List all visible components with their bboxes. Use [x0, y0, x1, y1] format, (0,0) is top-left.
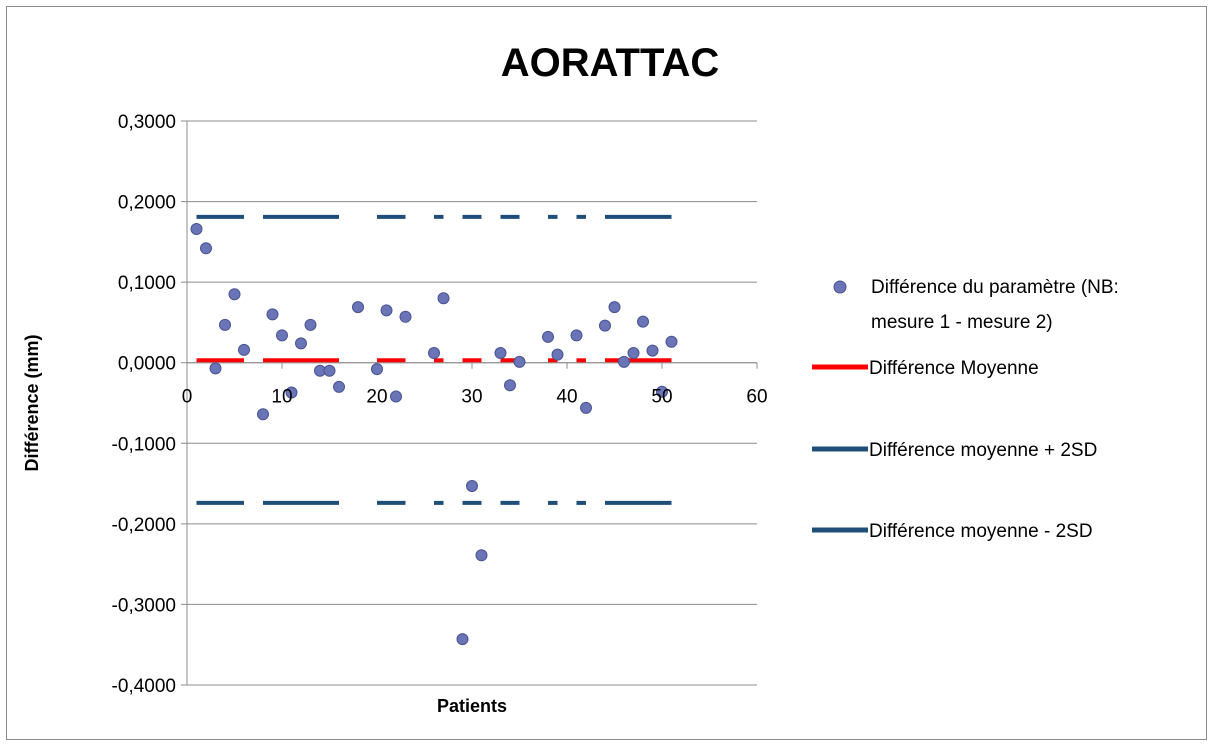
data-points	[190, 222, 678, 646]
data-point	[390, 390, 402, 403]
data-point	[266, 308, 279, 321]
y-axis-label: Différence (mm)	[22, 334, 42, 471]
x-tick-label: 0	[182, 387, 193, 408]
y-tick-label: 0,2000	[118, 193, 176, 214]
data-point	[228, 288, 241, 301]
x-tick-labels: 0 10 20 30 40 50 60	[182, 387, 768, 408]
data-point	[285, 386, 298, 399]
x-tick-label: 10	[271, 387, 292, 408]
x-tick-label: 30	[461, 387, 482, 408]
data-point	[399, 310, 412, 323]
data-point	[238, 343, 250, 356]
data-point	[371, 363, 383, 376]
legend-marker-scatter	[833, 280, 847, 294]
data-point	[551, 348, 564, 361]
data-point	[333, 380, 345, 393]
data-point	[513, 355, 526, 368]
data-point	[656, 385, 668, 398]
data-point	[580, 401, 592, 414]
data-point	[475, 549, 488, 562]
data-point	[219, 318, 231, 331]
legend-label-minus: Différence moyenne - 2SD	[869, 521, 1093, 542]
chart-frame	[6, 6, 1207, 740]
y-tick-label: 0,3000	[118, 112, 176, 133]
data-point	[200, 242, 212, 255]
data-point	[504, 379, 516, 392]
chart-title: AORATTAC	[501, 41, 719, 85]
x-axis-label: Patients	[437, 696, 507, 716]
data-point	[570, 329, 583, 342]
reference-lines	[196, 214, 672, 505]
data-point	[456, 633, 469, 646]
y-tick-label: -0,2000	[112, 515, 176, 536]
data-point	[665, 335, 678, 348]
data-point	[542, 330, 554, 343]
y-tick-label: -0,3000	[112, 595, 176, 616]
y-tick-label: 0,1000	[118, 273, 176, 294]
y-tick-label: 0,0000	[118, 354, 176, 375]
y-tick-label: -0,4000	[112, 676, 176, 697]
data-point	[646, 344, 659, 357]
data-point	[295, 337, 307, 350]
grid-layer	[181, 120, 757, 686]
data-point	[276, 329, 288, 342]
x-tick-label: 60	[746, 387, 767, 408]
data-point	[637, 315, 649, 328]
data-point	[466, 479, 478, 492]
x-tick-label: 40	[556, 387, 577, 408]
data-point	[257, 408, 269, 421]
legend-label-mean: Différence Moyenne	[869, 358, 1039, 379]
data-point	[190, 222, 203, 235]
data-point	[428, 347, 440, 360]
legend-label-scatter-2: mesure 1 - mesure 2)	[871, 312, 1053, 333]
legend: Différence du paramètre (NB: mesure 1 - …	[812, 277, 1119, 542]
data-point	[380, 304, 393, 317]
data-point	[618, 355, 630, 368]
x-tick-label: 20	[366, 387, 387, 408]
legend-label-scatter-1: Différence du paramètre (NB:	[871, 277, 1119, 298]
data-point	[304, 318, 317, 331]
x-tick-label: 50	[651, 387, 672, 408]
y-tick-label: -0,1000	[112, 434, 176, 455]
data-point	[323, 364, 336, 377]
data-point	[209, 362, 222, 375]
data-point	[494, 347, 507, 360]
y-tick-labels: 0,3000 0,2000 0,1000 0,0000 -0,1000 -0,2000 -0…	[112, 112, 176, 697]
data-point	[608, 301, 621, 314]
data-point	[437, 292, 450, 305]
data-point	[352, 301, 364, 314]
data-point	[599, 319, 611, 332]
legend-label-plus: Différence moyenne + 2SD	[869, 440, 1097, 461]
data-point	[627, 347, 640, 360]
